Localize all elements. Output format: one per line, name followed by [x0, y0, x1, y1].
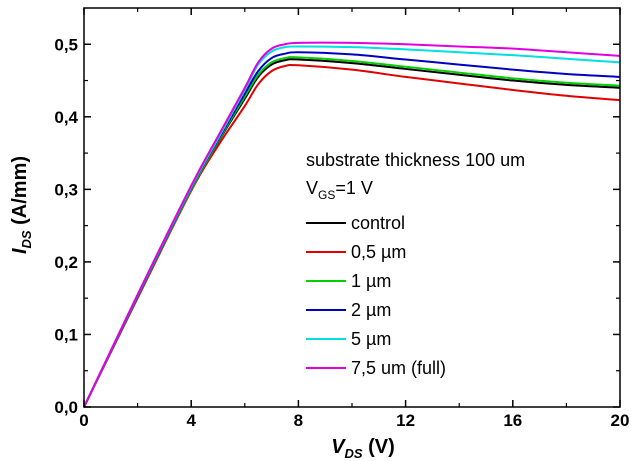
- legend-label-5: 7,5 um (full): [351, 358, 446, 378]
- x-tick-label-3: 12: [396, 411, 415, 430]
- y-tick-label-5: 0,5: [54, 35, 78, 54]
- x-axis-title-main: V: [331, 436, 346, 458]
- y-tick-label-1: 0,1: [54, 325, 78, 344]
- legend: control 0,5 µm 1 µm 2 µm 5 µm 7,5 um (full): [306, 213, 446, 378]
- annotation-vgs-main: V: [306, 178, 318, 198]
- x-axis-title-unit: (V): [363, 436, 395, 458]
- x-tick-labels: 0 4 8 12 16 20: [79, 411, 629, 430]
- annotation-vgs: VGS=1 V: [306, 178, 373, 202]
- y-axis-title: IDS (A/mm): [9, 156, 34, 254]
- y-axis-title-sub: DS: [19, 230, 34, 248]
- legend-label-3: 2 µm: [351, 300, 391, 320]
- x-tick-label-4: 16: [503, 411, 522, 430]
- x-axis-title: VDS (V): [331, 436, 395, 461]
- legend-label-1: 0,5 µm: [351, 242, 406, 262]
- y-axis-title-unit: (A/mm): [9, 156, 31, 230]
- annotation-vgs-sub: GS: [318, 188, 335, 202]
- annotation-vgs-rest: =1 V: [335, 178, 373, 198]
- y-tick-label-3: 0,3: [54, 180, 78, 199]
- annotation-substrate: substrate thickness 100 um: [306, 150, 525, 170]
- tick-marks: [83, 8, 621, 408]
- x-tick-label-1: 4: [186, 411, 196, 430]
- x-axis-title-sub: DS: [345, 446, 363, 461]
- y-tick-label-2: 0,2: [54, 253, 78, 272]
- plot-area: [83, 41, 621, 408]
- series-line-1: [83, 64, 621, 408]
- legend-label-0: control: [351, 213, 405, 233]
- y-tick-label-4: 0,4: [54, 108, 78, 127]
- series-line-5: [83, 41, 621, 408]
- y-tick-labels: 0,0 0,1 0,2 0,3 0,4 0,5: [54, 35, 78, 417]
- x-tick-label-2: 8: [294, 411, 303, 430]
- y-tick-label-0: 0,0: [54, 398, 78, 417]
- series-line-0: [83, 58, 621, 408]
- x-tick-label-5: 20: [611, 411, 630, 430]
- legend-label-4: 5 µm: [351, 329, 391, 349]
- x-tick-label-0: 0: [79, 411, 88, 430]
- legend-label-2: 1 µm: [351, 271, 391, 291]
- y-axis-title-main: I: [9, 248, 31, 254]
